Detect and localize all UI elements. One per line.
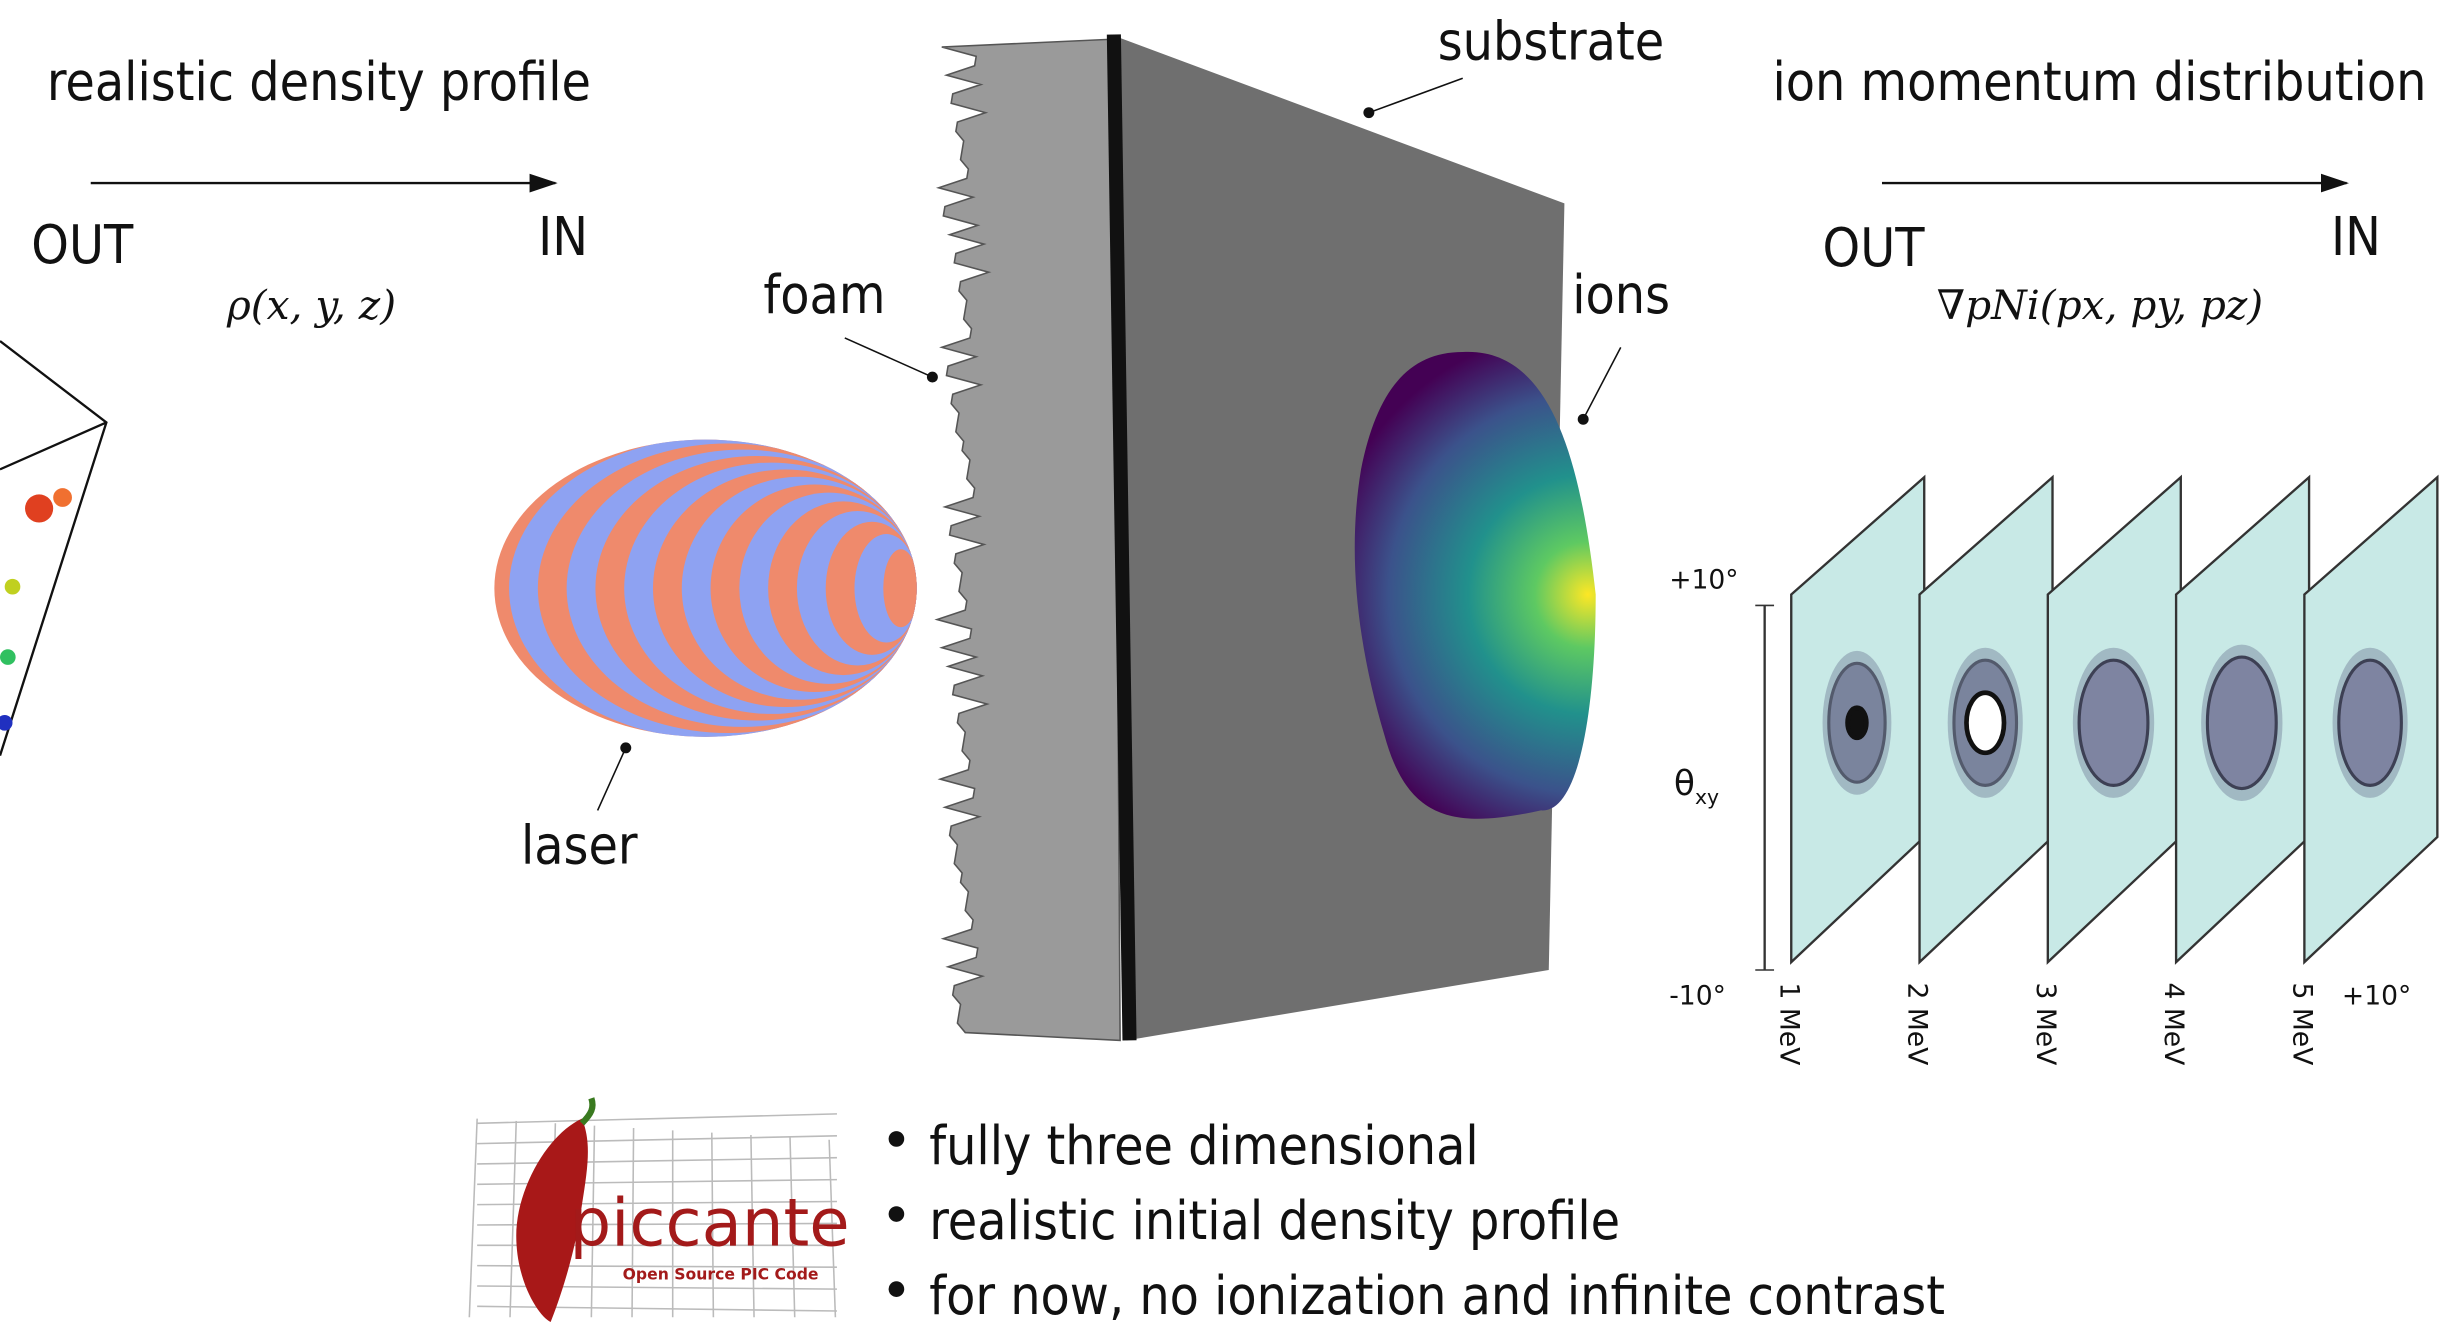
pointer xyxy=(1583,347,1621,419)
distribution xyxy=(2207,657,2276,788)
grid-line xyxy=(477,1306,837,1311)
bullet-text: for now, no ionization and infinite cont… xyxy=(929,1265,1945,1327)
laser-pulse xyxy=(480,432,918,745)
distribution-core xyxy=(1966,693,2004,753)
axis-top: +10° xyxy=(1669,564,1738,595)
pointer-dot xyxy=(1363,107,1374,118)
bullet-text: fully three dimensional xyxy=(929,1115,1478,1177)
out-label: OUT xyxy=(1823,217,1926,279)
logo-tagline: Open Source PIC Code xyxy=(623,1265,819,1284)
grid-line xyxy=(510,1121,516,1317)
foam-label: foam xyxy=(763,264,885,326)
laser-label: laser xyxy=(521,815,638,877)
bullet-text: realistic initial density profile xyxy=(929,1190,1620,1252)
pointer xyxy=(1369,78,1463,112)
in-label: IN xyxy=(538,206,588,268)
in-label: IN xyxy=(2331,206,2381,268)
distribution xyxy=(2339,660,2402,785)
left-title: realistic density profile xyxy=(47,51,591,113)
polyhedron xyxy=(0,341,106,756)
axis-subscript: xy xyxy=(1695,785,1719,809)
pointer xyxy=(845,338,933,377)
right-title: ion momentum distribution xyxy=(1772,51,2426,113)
formula: ρ(x, y, z) xyxy=(226,281,396,329)
pointer xyxy=(598,748,626,811)
slide: realistic density profile OUT IN ρ(x, y,… xyxy=(0,0,2453,1340)
logo-name: piccante xyxy=(569,1185,849,1261)
energy-label: 3 MeV xyxy=(2030,982,2061,1065)
grid-line xyxy=(477,1114,837,1123)
substrate-label: substrate xyxy=(1438,10,1665,72)
bullet-dot xyxy=(889,1206,905,1222)
axis-bottom: -10° xyxy=(1669,980,1726,1011)
out-label: OUT xyxy=(31,214,134,276)
grid-line xyxy=(477,1158,837,1164)
chili-stem xyxy=(582,1098,593,1123)
energy-label: 5 MeV xyxy=(2286,982,2317,1065)
ions-label: ions xyxy=(1572,264,1670,326)
laser-stripe xyxy=(883,549,918,627)
distribution-core xyxy=(1848,708,1867,738)
formula: ∇pNi(px, py, pz) xyxy=(1937,281,2263,329)
pointer-dot xyxy=(927,372,938,383)
foam xyxy=(937,39,1120,1040)
distribution xyxy=(2079,660,2148,785)
axis-right: +10° xyxy=(2342,980,2411,1011)
bullet-list: fully three dimensional realistic initial… xyxy=(889,1115,1945,1327)
energy-label: 4 MeV xyxy=(2158,982,2189,1065)
energy-label: 1 MeV xyxy=(1773,982,1804,1065)
pointer-dot xyxy=(1578,414,1589,425)
axis-label: θxy xyxy=(1674,764,1719,809)
grid-line xyxy=(477,1136,837,1144)
bullet-dot xyxy=(889,1281,905,1297)
panels: 1 MeV 2 MeV 3 MeV 4 MeV 5 MeV xyxy=(1773,477,2437,1065)
bullet-dot xyxy=(889,1131,905,1147)
axis-symbol: θ xyxy=(1674,764,1695,804)
density-dots xyxy=(0,488,72,730)
energy-label: 2 MeV xyxy=(1902,982,1933,1065)
grid-line xyxy=(469,1119,477,1318)
pointer-dot xyxy=(620,742,631,753)
